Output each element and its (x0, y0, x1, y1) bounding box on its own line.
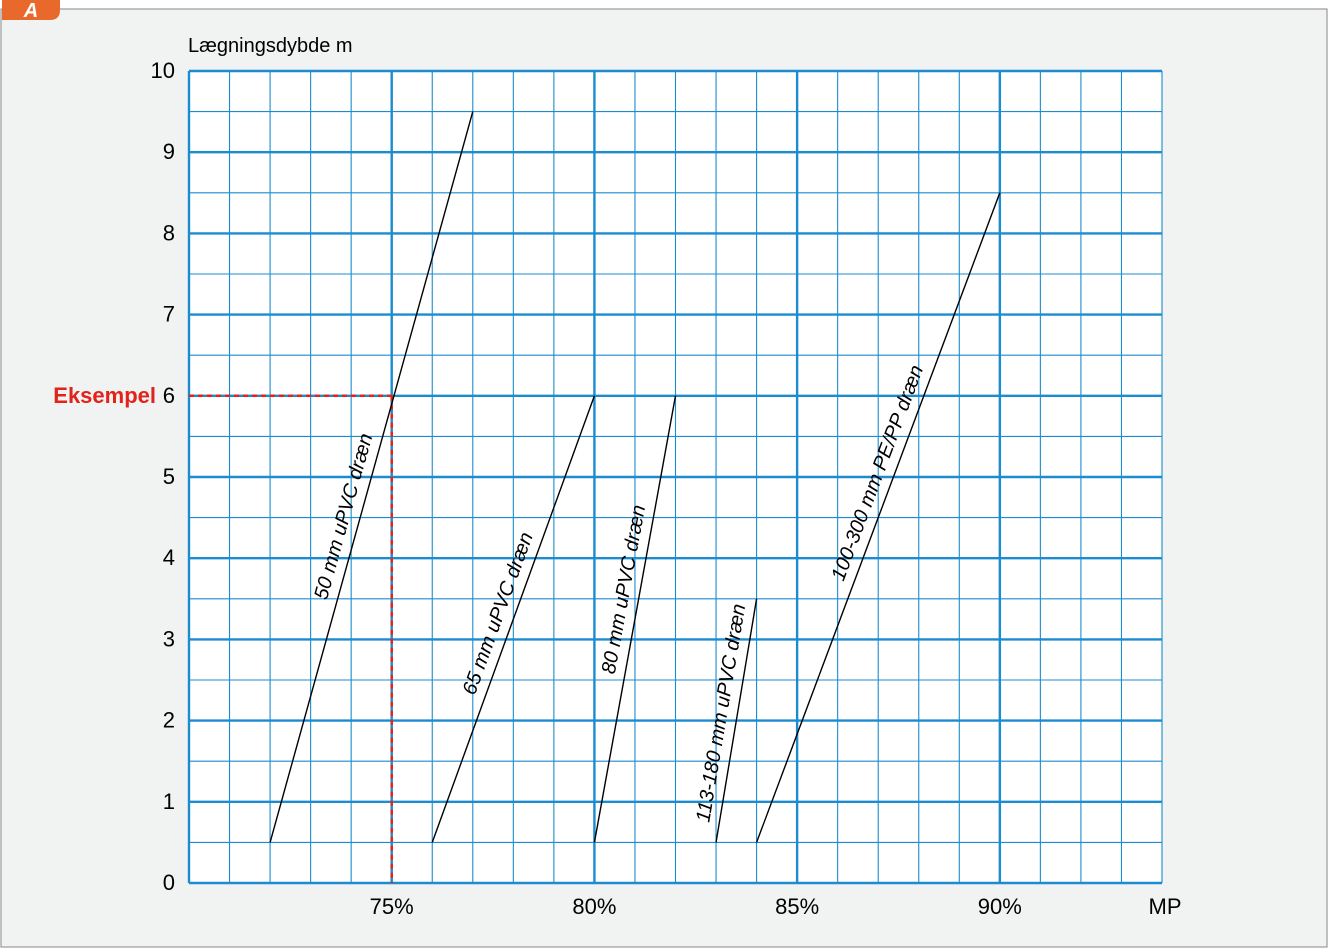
y-tick-label: 1 (163, 789, 175, 814)
series-line (431, 395, 596, 843)
y-tick-label: 0 (163, 870, 175, 895)
y-tick-label: 3 (163, 626, 175, 651)
x-tick-labels: 75% 80% 85% 90% (370, 894, 1022, 919)
y-axis-label: Lægningsdybde m (188, 35, 353, 57)
y-tick-label: 10 (151, 58, 175, 83)
example-label: Eksempel (53, 383, 156, 408)
y-tick-label: 5 (163, 464, 175, 489)
y-tick-label: 4 (163, 545, 175, 570)
badge-shape (2, 0, 60, 20)
x-axis-label: MP (1149, 894, 1182, 919)
y-tick-label: 6 (163, 383, 175, 408)
series-line (755, 192, 1001, 843)
x-tick-label: 80% (572, 894, 616, 919)
x-tick-label: 75% (370, 894, 414, 919)
y-tick-label: 2 (163, 708, 175, 733)
series-lines (269, 111, 1001, 843)
y-tick-label: 9 (163, 139, 175, 164)
y-tick-label: 8 (163, 220, 175, 245)
example-guides (189, 394, 393, 883)
y-tick-labels: 0 1 2 3 4 5 6 7 8 9 10 (151, 58, 175, 895)
badge: A (2, 0, 60, 22)
series-line (715, 598, 758, 843)
y-tick-label: 7 (163, 302, 175, 327)
badge-label: A (23, 0, 38, 22)
series-line (269, 111, 474, 843)
x-tick-label: 90% (978, 894, 1022, 919)
x-tick-label: 85% (775, 894, 819, 919)
series-line (593, 395, 677, 843)
